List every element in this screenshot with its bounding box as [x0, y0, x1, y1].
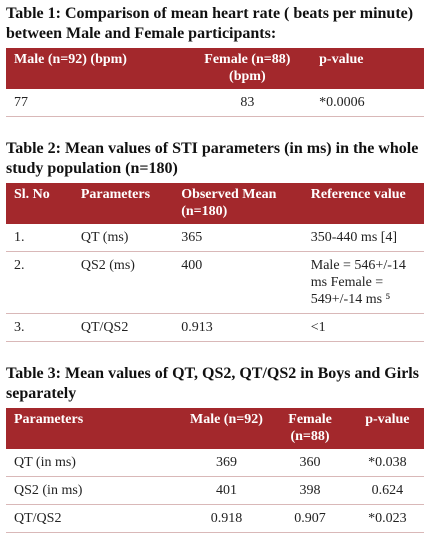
table: Sl. No Parameters Observed Mean (n=180) Ref… [6, 183, 424, 342]
table-cell: 0.907 [269, 504, 349, 533]
table-cell: 0.918 [181, 504, 270, 533]
header-cell: Male (n=92) (bpm) [6, 48, 182, 89]
table-cell: 1. [6, 224, 73, 252]
header-cell: Reference value [302, 183, 424, 224]
table-cell: *0.038 [348, 449, 424, 477]
header-cell: Parameters [72, 183, 174, 224]
table-cell: 400 [173, 251, 303, 314]
table-cell: Male = 546+/-14 ms Female = 549+/-14 ms … [302, 251, 424, 314]
header-row: Parameters Male (n=92) Female (n=88) p-valu… [6, 408, 424, 449]
header-cell: Female (n=88) (bpm) [181, 48, 312, 89]
table-cell: QT (in ms) [6, 449, 182, 477]
header-cell: Female (n=88) [269, 408, 349, 449]
table-cell: 350-440 ms [4] [302, 224, 424, 252]
header-cell: Parameters [6, 408, 182, 449]
table-row: QT/QS2 0.918 0.907 *0.023 [6, 504, 424, 533]
table-cell: *0.023 [348, 504, 424, 533]
table-cell: QT/QS2 [72, 313, 174, 342]
table: Parameters Male (n=92) Female (n=88) p-valu… [6, 408, 424, 533]
table: Male (n=92) (bpm) Female (n=88) (bpm) p-va… [6, 48, 424, 117]
table-cell: <1 [302, 313, 424, 342]
table-cell: 365 [173, 224, 303, 252]
table-cell: *0.0006 [311, 89, 424, 117]
table-row: 3. QT/QS2 0.913 <1 [6, 313, 424, 342]
table-title: Table 3: Mean values of QT, QS2, QT/QS2 … [6, 365, 419, 402]
header-row: Sl. No Parameters Observed Mean (n=180) Ref… [6, 183, 424, 224]
table-title: Table 2: Mean values of STI parameters (… [6, 140, 419, 177]
table-row: 2. QS2 (ms) 400 Male = 546+/-14 ms Female =… [6, 251, 424, 314]
header-cell: Observed Mean (n=180) [173, 183, 303, 224]
header-cell: p-value [311, 48, 424, 89]
table-cell: QT (ms) [72, 224, 174, 252]
header-row: Male (n=92) (bpm) Female (n=88) (bpm) p-va… [6, 48, 424, 89]
table-title: Table 1: Comparison of mean heart rate (… [6, 5, 414, 42]
header-cell: Male (n=92) [181, 408, 270, 449]
table-row: 77 83 *0.0006 [6, 89, 424, 117]
header-cell: Sl. No [6, 183, 73, 224]
header-cell: p-value [348, 408, 424, 449]
table-row: QS2 (in ms) 401 398 0.624 [6, 476, 424, 505]
table-cell: QS2 (in ms) [6, 476, 182, 505]
table-cell: QT/QS2 [6, 504, 182, 533]
table-cell: 2. [6, 251, 73, 314]
table-cell: 369 [181, 449, 270, 477]
table-cell: 398 [269, 476, 349, 505]
table-cell: 77 [6, 89, 182, 117]
table-cell: 360 [269, 449, 349, 477]
table-cell: 83 [181, 89, 312, 117]
table-cell: 401 [181, 476, 270, 505]
table-row: QT (in ms) 369 360 *0.038 [6, 449, 424, 477]
table-cell: QS2 (ms) [72, 251, 174, 314]
table-row: 1. QT (ms) 365 350-440 ms [4] [6, 224, 424, 252]
table-cell: 0.624 [348, 476, 424, 505]
table-cell: 3. [6, 313, 73, 342]
table-cell: 0.913 [173, 313, 303, 342]
